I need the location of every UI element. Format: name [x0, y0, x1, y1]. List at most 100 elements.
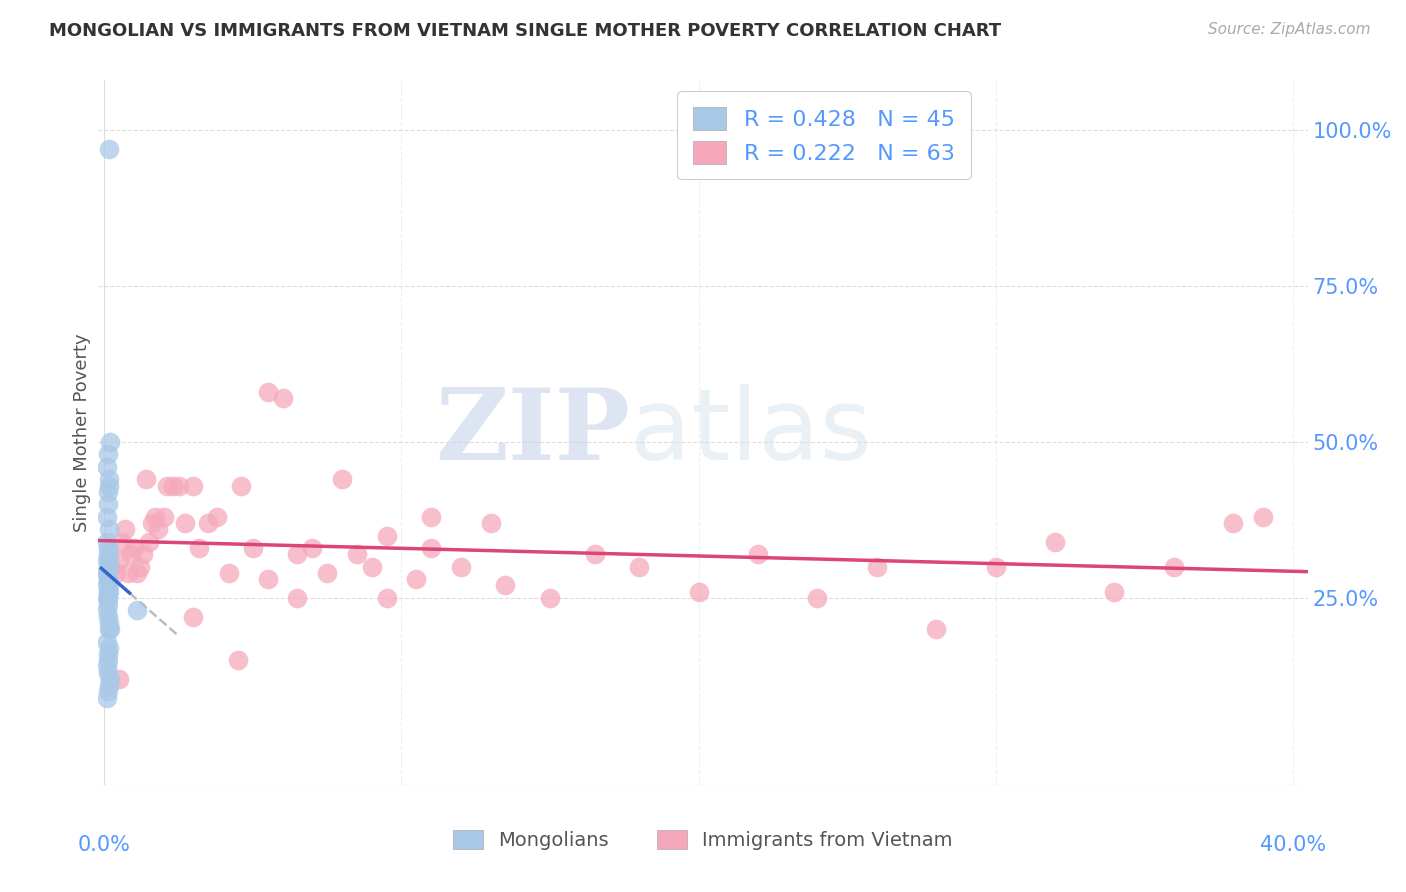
Point: [1043, 534, 1066, 549]
Point: [97, 591, 120, 605]
Point: [197, 516, 219, 530]
Point: [420, 541, 443, 555]
Point: [330, 472, 353, 486]
Point: [1104, 584, 1126, 599]
Point: [479, 516, 502, 530]
Point: [96, 659, 118, 673]
Point: [114, 522, 136, 536]
Point: [105, 566, 128, 580]
Point: [97, 622, 120, 636]
Point: [301, 541, 323, 555]
Point: [96, 553, 118, 567]
Point: [405, 572, 427, 586]
Text: 40.0%: 40.0%: [1260, 835, 1326, 855]
Point: [125, 566, 148, 580]
Point: [167, 478, 190, 492]
Point: [925, 622, 948, 636]
Point: [1222, 516, 1244, 530]
Point: [420, 509, 443, 524]
Point: [156, 478, 179, 492]
Point: [98, 622, 121, 636]
Point: [256, 385, 278, 400]
Point: [143, 509, 166, 524]
Point: [806, 591, 828, 605]
Point: [173, 516, 195, 530]
Point: [1251, 509, 1274, 524]
Point: [188, 541, 211, 555]
Point: [135, 472, 157, 486]
Point: [141, 516, 163, 530]
Point: [316, 566, 339, 580]
Point: [688, 584, 710, 599]
Point: [183, 609, 205, 624]
Point: [96, 603, 118, 617]
Point: [287, 547, 309, 561]
Point: [97, 484, 120, 499]
Point: [97, 497, 120, 511]
Point: [984, 559, 1007, 574]
Point: [866, 559, 889, 574]
Point: [98, 615, 121, 630]
Point: [97, 447, 120, 461]
Point: [494, 578, 516, 592]
Point: [97, 684, 120, 698]
Text: MONGOLIAN VS IMMIGRANTS FROM VIETNAM SINGLE MOTHER POVERTY CORRELATION CHART: MONGOLIAN VS IMMIGRANTS FROM VIETNAM SIN…: [49, 22, 1001, 40]
Point: [450, 559, 472, 574]
Point: [97, 566, 120, 580]
Point: [96, 578, 118, 592]
Point: [360, 559, 382, 574]
Point: [96, 690, 118, 705]
Point: [129, 559, 152, 574]
Point: [97, 584, 120, 599]
Point: [96, 459, 118, 474]
Point: [146, 522, 169, 536]
Point: [1163, 559, 1185, 574]
Text: Source: ZipAtlas.com: Source: ZipAtlas.com: [1208, 22, 1371, 37]
Point: [97, 640, 120, 655]
Y-axis label: Single Mother Poverty: Single Mother Poverty: [73, 334, 91, 532]
Legend: Mongolians, Immigrants from Vietnam: Mongolians, Immigrants from Vietnam: [444, 820, 962, 860]
Point: [583, 547, 606, 561]
Point: [97, 572, 120, 586]
Point: [538, 591, 561, 605]
Point: [183, 478, 205, 492]
Point: [218, 566, 240, 580]
Point: [97, 142, 120, 156]
Point: [97, 559, 120, 574]
Point: [97, 472, 120, 486]
Point: [96, 566, 118, 580]
Point: [117, 566, 139, 580]
Point: [207, 509, 229, 524]
Point: [108, 553, 131, 567]
Point: [98, 559, 121, 574]
Point: [98, 434, 121, 449]
Point: [229, 478, 252, 492]
Point: [96, 509, 118, 524]
Point: [138, 534, 160, 549]
Point: [122, 541, 145, 555]
Point: [747, 547, 769, 561]
Point: [242, 541, 264, 555]
Text: ZIP: ZIP: [436, 384, 630, 481]
Point: [97, 653, 120, 667]
Point: [97, 665, 120, 680]
Point: [96, 566, 118, 580]
Point: [108, 672, 131, 686]
Point: [346, 547, 368, 561]
Point: [96, 534, 118, 549]
Point: [96, 634, 118, 648]
Point: [97, 597, 120, 611]
Point: [152, 509, 174, 524]
Point: [375, 528, 398, 542]
Point: [271, 392, 294, 406]
Point: [98, 522, 121, 536]
Point: [256, 572, 278, 586]
Point: [111, 534, 134, 549]
Point: [97, 572, 120, 586]
Point: [120, 547, 142, 561]
Point: [162, 478, 184, 492]
Text: atlas: atlas: [630, 384, 872, 481]
Point: [132, 547, 155, 561]
Point: [98, 672, 121, 686]
Point: [125, 603, 148, 617]
